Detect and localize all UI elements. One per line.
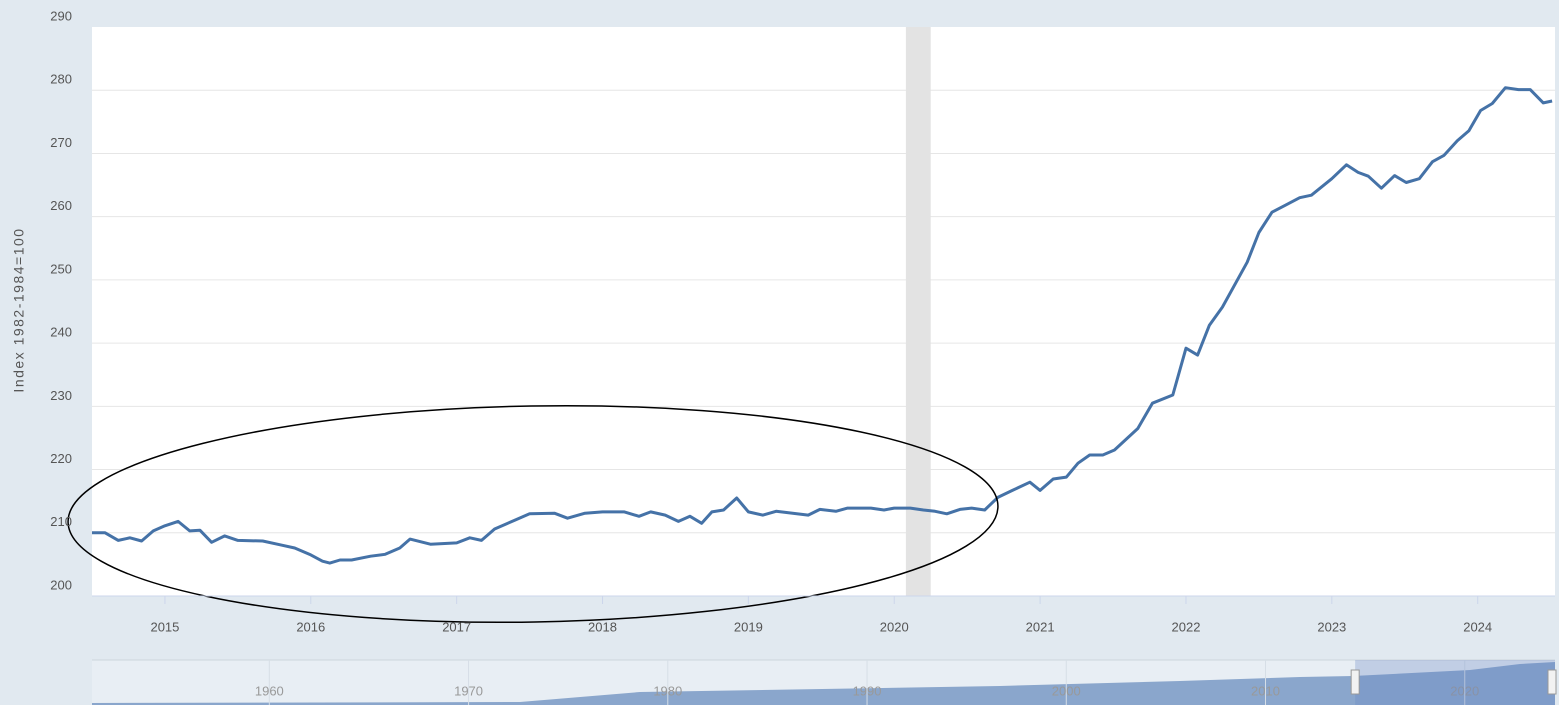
series [92, 86, 1553, 565]
grid [92, 89, 1555, 597]
y-tick-label: 210 [50, 514, 72, 529]
navigator-axis: 1960 1970 1980 1990 2000 2010 2020 [255, 660, 1557, 705]
y-tick-label: 230 [50, 388, 72, 403]
y-tick-label: 250 [50, 261, 72, 276]
x-tick-label: 2021 [1026, 619, 1055, 634]
x-tick-label: 2023 [1317, 619, 1346, 634]
y-tick-label: 290 [50, 8, 72, 23]
recession-shading [905, 27, 931, 596]
navigator-tick-label: 2020 [1450, 683, 1479, 698]
y-tick-label: 200 [50, 577, 72, 592]
recession-band [905, 27, 931, 596]
navigator-tick-label: 1960 [255, 683, 284, 698]
x-tick-label: 2018 [588, 619, 617, 634]
x-tick-label: 2024 [1463, 619, 1492, 634]
x-tick-label: 2016 [296, 619, 325, 634]
y-tick-label: 220 [50, 451, 72, 466]
x-tick-label: 2017 [442, 619, 471, 634]
navigator-tick-label: 2010 [1251, 683, 1280, 698]
x-tick-label: 2015 [150, 619, 179, 634]
y-tick-label: 240 [50, 325, 72, 340]
series-line [92, 86, 1553, 565]
annotation-ellipse [67, 404, 999, 624]
navigator-tick-label: 1980 [653, 683, 682, 698]
plot-area [92, 27, 1555, 596]
navigator-tick-label: 1990 [853, 683, 882, 698]
y-tick-label: 260 [50, 198, 72, 213]
x-tick-label: 2019 [734, 619, 763, 634]
navigator-area [92, 662, 1555, 705]
navigator-selection [1355, 660, 1555, 705]
navigator-tick-label: 1970 [454, 683, 483, 698]
navigator-handle[interactable] [1350, 669, 1360, 695]
x-tick-label: 2020 [880, 619, 909, 634]
y-axis-label: Index 1982-1984=100 [11, 227, 27, 392]
y-tick-label: 280 [50, 72, 72, 87]
y-tick-label: 270 [50, 135, 72, 150]
navigator-handle[interactable] [1547, 669, 1557, 695]
navigator-tick-label: 2000 [1052, 683, 1081, 698]
x-tick-label: 2022 [1172, 619, 1201, 634]
